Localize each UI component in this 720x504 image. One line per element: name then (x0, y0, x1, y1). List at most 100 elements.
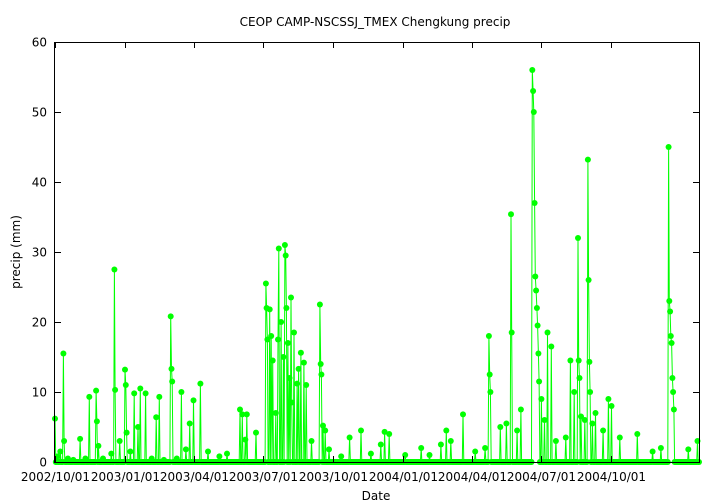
data-point (665, 144, 672, 150)
data-point (93, 387, 100, 394)
data-point (487, 389, 494, 395)
y-tick-label: 40 (32, 176, 47, 190)
data-point (581, 417, 588, 423)
data-point (317, 361, 324, 367)
data-point (576, 375, 583, 381)
data-point (243, 411, 250, 418)
data-point (239, 411, 246, 418)
y-tick-label: 60 (32, 36, 47, 50)
plot-series (52, 67, 702, 465)
data-point (262, 280, 269, 287)
data-point (122, 366, 128, 373)
data-point (283, 305, 290, 311)
data-point (167, 313, 174, 320)
data-point (605, 396, 612, 402)
data-point (123, 429, 130, 436)
data-point (533, 305, 540, 311)
data-point (532, 273, 539, 280)
data-point (529, 67, 536, 73)
data-point (197, 380, 204, 387)
data-point (668, 340, 675, 346)
data-point (503, 420, 510, 427)
data-point (224, 450, 230, 457)
data-point (608, 403, 615, 409)
series-line (54, 69, 699, 463)
y-tick-label: 10 (32, 386, 47, 400)
data-point (367, 450, 374, 457)
data-point (266, 306, 273, 313)
data-point (548, 343, 555, 350)
data-point (295, 365, 302, 372)
y-axis: 0 10 20 30 40 50 60 (32, 36, 699, 470)
data-point (358, 427, 364, 434)
data-point (485, 333, 492, 339)
data-point (587, 389, 594, 395)
data-point (168, 365, 175, 372)
data-point (253, 429, 259, 436)
y-axis-label: precip (mm) (9, 215, 23, 289)
data-point (508, 211, 514, 218)
data-point (530, 109, 537, 115)
y-tick-label: 30 (32, 246, 47, 260)
data-point (586, 358, 593, 365)
data-point (589, 420, 596, 427)
data-point (137, 385, 144, 392)
data-point (472, 448, 479, 455)
data-point (538, 396, 545, 402)
data-point (77, 435, 84, 442)
x-tick-label: 2002/10/01 (21, 470, 90, 484)
data-point (634, 431, 641, 437)
data-point (300, 359, 307, 366)
data-point (156, 393, 163, 400)
data-point (541, 417, 548, 423)
x-tick-label: 2003/07/01 (229, 470, 298, 484)
data-point (182, 446, 189, 453)
data-point (381, 428, 388, 435)
data-point (291, 329, 297, 336)
data-point (649, 448, 656, 455)
data-point (320, 422, 326, 429)
data-point (108, 450, 115, 457)
data-point (308, 438, 315, 444)
data-point (534, 322, 541, 329)
data-point (286, 375, 293, 381)
data-point (275, 336, 281, 343)
data-point (377, 441, 384, 448)
data-point (316, 301, 323, 308)
data-point (242, 436, 249, 443)
y-tick-label: 50 (32, 106, 47, 120)
data-point (186, 420, 193, 427)
data-point (486, 371, 493, 378)
data-point (544, 329, 551, 336)
data-point (585, 277, 592, 283)
chart-title: CEOP CAMP-NSCSSJ_TMEX Chengkung precip (240, 15, 511, 29)
x-axis-label: Date (362, 489, 391, 503)
data-point (600, 427, 607, 434)
data-point (584, 156, 591, 163)
data-point (57, 448, 64, 455)
x-axis: 2002/10/01 2003/01/01 2003/04/01 2003/07/01… (21, 42, 646, 484)
data-point (127, 448, 134, 455)
data-point (536, 378, 543, 385)
data-point (288, 399, 295, 406)
data-point (616, 434, 623, 441)
data-point (275, 245, 282, 252)
data-point (386, 431, 393, 437)
data-point (281, 242, 288, 248)
data-point (190, 397, 197, 404)
data-point (575, 235, 581, 241)
data-point (685, 446, 692, 453)
data-point (670, 406, 677, 413)
data-point (575, 357, 582, 364)
data-point (552, 438, 559, 444)
data-point (112, 386, 119, 393)
x-tick-label: 2004/04/01 (438, 470, 507, 484)
data-point (437, 441, 444, 448)
data-point (264, 336, 271, 343)
data-point (578, 413, 584, 420)
data-point (533, 287, 540, 294)
data-point (567, 357, 574, 364)
data-point (418, 445, 425, 451)
x-tick-label: 2003/10/01 (299, 470, 368, 484)
data-point (666, 298, 673, 304)
